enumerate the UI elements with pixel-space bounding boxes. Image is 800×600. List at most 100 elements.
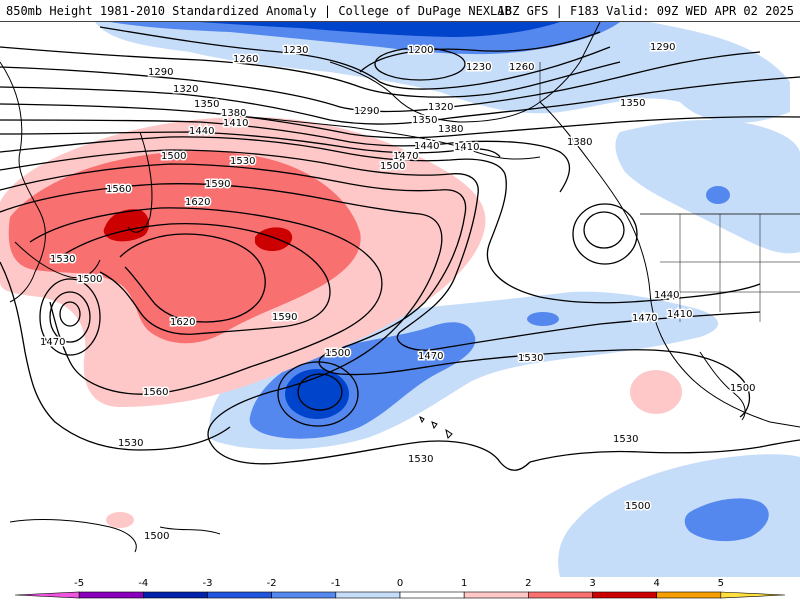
coastline-hawaii [419, 415, 453, 439]
contour-label: 1380 [221, 108, 246, 119]
contour-label: 1530 [613, 434, 638, 445]
contour-label: 1620 [170, 317, 195, 328]
contour-label: 1590 [205, 179, 230, 190]
anomaly-color-scale: -5 -4 -3 -2 -1 0 1 2 3 4 5 [14, 578, 786, 599]
contour-label: 1290 [148, 67, 173, 78]
contour-label: 1590 [272, 312, 297, 323]
contour-label: 1350 [620, 98, 645, 109]
height-contours [0, 26, 800, 471]
contour-low-pnw-1350 [572, 203, 638, 265]
color-scale-segment [271, 591, 337, 599]
coastline-aleutians [199, 111, 541, 160]
color-scale-ticks: -5 -4 -3 -2 -1 0 1 2 3 4 5 [74, 578, 724, 589]
contour-low-west-inner [59, 301, 81, 327]
contour-label: 1620 [185, 197, 210, 208]
contour-label: 1230 [283, 45, 308, 56]
contour-1380 [0, 119, 571, 193]
contour-label: 1500 [144, 531, 169, 542]
contour-1440 [0, 136, 761, 304]
coastline-asia [0, 61, 46, 303]
contour-label: 1260 [509, 62, 534, 73]
contour-low-pnw-inner [583, 211, 625, 249]
contour-label: 1470 [632, 313, 657, 324]
color-scale-tick-label: -2 [267, 578, 277, 589]
contour-low-west-1470 [39, 278, 101, 356]
contour-label: 1530 [118, 438, 143, 449]
contour-1470 [0, 149, 761, 351]
negative-anomaly-area-north-core [200, 22, 560, 37]
contour-label: 1500 [380, 161, 405, 172]
contour-1350 [0, 103, 800, 139]
contour-low-central-inner [297, 373, 343, 411]
positive-anomaly-max-central [255, 227, 293, 252]
color-scale-segment [78, 591, 144, 599]
color-scale-tick-label: 5 [718, 578, 724, 589]
color-scale-segment [335, 591, 401, 599]
model-valid-time: 18Z GFS | F183 Valid: 09Z WED APR 02 202… [497, 4, 794, 18]
contour-label: 1530 [408, 454, 433, 465]
contour-label: 1500 [625, 501, 650, 512]
contour-label: 1320 [173, 84, 198, 95]
color-scale-segment [656, 591, 722, 599]
contour-label: 1380 [438, 124, 463, 135]
contour-1200 [359, 31, 601, 73]
contour-label: 1500 [730, 383, 755, 394]
contour-1620 [119, 233, 266, 323]
negative-anomaly-spot-canada [706, 186, 730, 204]
border-us-states [660, 214, 800, 322]
contour-1590 [59, 223, 331, 335]
contour-label: 1530 [230, 156, 255, 167]
color-scale-segment [143, 591, 208, 599]
product-title: 850mb Height 1981-2010 Standardized Anom… [6, 4, 512, 18]
contour-label: 1440 [189, 126, 214, 137]
contour-1500 [0, 163, 751, 418]
contour-label: 1530 [50, 254, 75, 265]
coastline-japan [14, 241, 101, 279]
color-scale-tick-label: 4 [653, 578, 659, 589]
color-scale-tick-label: -3 [203, 578, 213, 589]
contour-label: 1260 [233, 54, 258, 65]
color-scale-tick-label: 0 [397, 578, 403, 589]
negative-anomaly-area-northeast [615, 120, 800, 254]
contour-label: 1470 [40, 337, 65, 348]
color-scale-tick-label: 1 [461, 578, 467, 589]
color-scale-segment [14, 591, 80, 599]
contour-label: 1380 [567, 137, 592, 148]
positive-anomaly-core-west [8, 150, 361, 344]
negative-anomaly-core-southeast [684, 498, 769, 542]
anomaly-fills [0, 22, 800, 577]
contour-1530 [0, 183, 800, 471]
negative-anomaly-area-southeast [558, 454, 800, 577]
color-scale-tick-label: -5 [74, 578, 84, 589]
contour-label: 1470 [418, 351, 443, 362]
contour-label: 1350 [194, 99, 219, 110]
coastline-south-islands [9, 519, 221, 553]
color-scale-tick-label: -4 [138, 578, 148, 589]
contour-low-central-outer [277, 361, 359, 427]
color-scale-tick-label: 3 [589, 578, 595, 589]
contour-label: 1500 [325, 348, 350, 359]
color-scale-bars [14, 591, 786, 599]
coastline-north-america [539, 101, 800, 428]
contour-low-west-1500 [49, 291, 91, 343]
contour-labels: 1200 1230 1230 1260 1260 1290 1290 1290 … [39, 41, 757, 544]
contour-1320 [0, 76, 800, 125]
color-scale-tick-label: 2 [525, 578, 531, 589]
contour-1230 [99, 26, 611, 90]
contour-label: 1410 [667, 309, 692, 320]
color-scale-tick-label: -1 [331, 578, 341, 589]
contour-label: 1500 [77, 274, 102, 285]
color-scale-segment [399, 591, 465, 599]
contour-label: 1560 [143, 387, 168, 398]
contour-low-top [374, 47, 466, 81]
contour-label: 1440 [414, 141, 439, 152]
contour-label: 1440 [654, 290, 679, 301]
contour-1560 [29, 207, 383, 395]
contour-label: 1290 [650, 42, 675, 53]
contour-label: 1500 [161, 151, 186, 162]
color-scale-segment [720, 591, 786, 599]
contour-label: 1530 [518, 353, 543, 364]
negative-anomaly-spot-east [527, 312, 559, 326]
anomaly-map: 1200 1230 1230 1260 1260 1290 1290 1290 … [0, 22, 800, 577]
